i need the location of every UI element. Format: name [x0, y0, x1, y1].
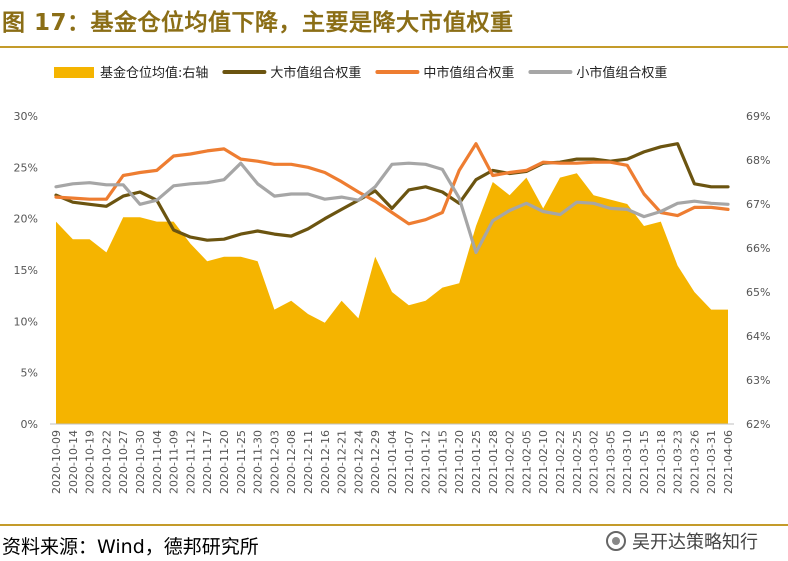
watermark-text: 吴开达策略知行	[632, 532, 758, 553]
x-axis-tick-label: 2020-12-21	[336, 430, 349, 494]
right-axis-tick-label: 64%	[746, 330, 770, 343]
x-axis-tick-label: 2021-03-31	[705, 430, 718, 494]
x-axis-tick-label: 2020-10-22	[100, 430, 113, 494]
x-axis-tick-label: 2021-01-28	[487, 430, 500, 494]
left-axis-tick-label: 30%	[14, 110, 38, 123]
x-axis-tick-label: 2021-01-20	[453, 430, 466, 494]
left-axis-tick-label: 20%	[14, 213, 38, 226]
wechat-icon	[606, 531, 626, 551]
x-axis-tick-label: 2020-12-11	[302, 430, 315, 494]
line-series-2	[54, 142, 730, 226]
x-axis-tick-label: 2020-12-29	[369, 430, 382, 494]
x-axis-tick-label: 2021-02-22	[554, 430, 567, 494]
x-axis-tick-label: 2021-02-05	[520, 430, 533, 494]
watermark: 吴开达策略知行	[606, 528, 758, 554]
line-layer	[54, 142, 730, 255]
x-axis-tick-label: 2021-01-07	[403, 430, 416, 494]
right-axis-tick-label: 69%	[746, 110, 770, 123]
x-axis-tick-label: 2020-10-27	[117, 430, 130, 494]
right-axis-tick-label: 68%	[746, 154, 770, 167]
legend-swatch-area	[54, 67, 94, 78]
axes-layer: 0% 5% 10% 15% 20% 25% 30% 62% 63% 64% 65% 66% 67% 68%…	[14, 110, 771, 494]
x-axis-tick-label: 2020-11-12	[184, 430, 197, 494]
x-axis-tick-label: 2021-03-23	[672, 430, 685, 494]
x-axis-tick-label: 2020-11-20	[218, 430, 231, 494]
source-note: 资料来源：Wind，德邦研究所	[2, 536, 259, 558]
x-axis-tick-label: 2020-11-25	[235, 430, 248, 494]
x-axis-tick-label: 2020-12-24	[352, 430, 365, 494]
left-axis-tick-label: 25%	[14, 161, 38, 174]
right-axis-tick-label: 67%	[746, 198, 770, 211]
source-divider	[0, 524, 788, 526]
x-axis-tick-label: 2021-03-05	[604, 430, 617, 494]
x-axis-tick-label: 2020-10-09	[50, 430, 63, 494]
left-axis-tick-label: 15%	[14, 264, 38, 277]
x-axis-tick-label: 2021-01-15	[436, 430, 449, 494]
x-axis-tick-label: 2020-12-03	[268, 430, 281, 494]
chart-legend: 基金仓位均值:右轴 大市值组合权重 中市值组合权重 小市值组合权重	[54, 65, 667, 81]
line-series-3	[54, 161, 730, 255]
area-layer	[56, 173, 728, 424]
x-axis-tick-label: 2020-11-09	[168, 430, 181, 494]
legend-label: 中市值组合权重	[423, 65, 514, 81]
x-axis-tick-label: 2020-11-17	[201, 430, 214, 494]
x-axis-tick-label: 2020-12-16	[319, 430, 332, 494]
chart: 基金仓位均值:右轴 大市值组合权重 中市值组合权重 小市值组合权重 0% 5% 10% 15…	[14, 65, 771, 494]
x-axis-tick-label: 2021-01-04	[386, 430, 399, 494]
x-axis-tick-label: 2021-03-18	[655, 430, 668, 494]
x-axis-tick-label: 2021-02-25	[571, 430, 584, 494]
x-axis-tick-label: 2021-01-25	[470, 430, 483, 494]
x-axis-tick-label: 2020-11-30	[252, 430, 265, 494]
x-axis-tick-label: 2021-03-10	[621, 430, 634, 494]
left-axis-tick-label: 0%	[21, 418, 38, 431]
x-axis-tick-label: 2021-01-12	[420, 430, 433, 494]
x-axis-tick-label: 2020-12-08	[285, 430, 298, 494]
right-axis-tick-label: 66%	[746, 242, 770, 255]
area-series-0	[56, 173, 728, 424]
figure-title: 图 17：基金仓位均值下降，主要是降大市值权重	[2, 10, 514, 36]
legend-label: 大市值组合权重	[270, 65, 361, 81]
x-axis-tick-label: 2020-10-30	[134, 430, 147, 494]
x-axis-tick-label: 2020-11-04	[151, 430, 164, 494]
right-axis-tick-label: 62%	[746, 418, 770, 431]
x-axis-tick-label: 2021-02-10	[537, 430, 550, 494]
x-axis-tick-label: 2021-04-06	[722, 430, 735, 494]
line-series-1	[54, 142, 730, 242]
x-axis-tick-label: 2021-03-15	[638, 430, 651, 494]
x-axis-tick-label: 2021-02-02	[504, 430, 517, 494]
left-axis-tick-label: 5%	[21, 367, 38, 380]
right-axis-tick-label: 65%	[746, 286, 770, 299]
x-axis-tick-label: 2020-10-19	[84, 430, 97, 494]
x-axis-tick-label: 2020-10-14	[67, 430, 80, 494]
x-axis-tick-label: 2021-03-02	[588, 430, 601, 494]
legend-label: 基金仓位均值:右轴	[100, 65, 208, 81]
left-axis-tick-label: 10%	[14, 315, 38, 328]
title-divider	[0, 46, 788, 48]
x-axis-tick-label: 2021-03-26	[688, 430, 701, 494]
legend-label: 小市值组合权重	[576, 65, 667, 81]
right-axis-tick-label: 63%	[746, 374, 770, 387]
